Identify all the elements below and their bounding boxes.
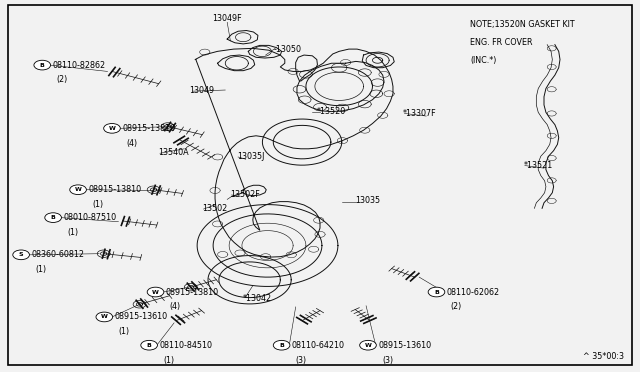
Text: 13502: 13502 [202, 204, 227, 213]
Circle shape [360, 340, 376, 350]
Text: 08110-82862: 08110-82862 [52, 61, 106, 70]
Text: 08110-84510: 08110-84510 [159, 341, 212, 350]
Text: W: W [75, 187, 81, 192]
Text: (3): (3) [382, 356, 393, 365]
Text: W: W [365, 343, 371, 348]
Text: ^ 35*00:3: ^ 35*00:3 [583, 352, 624, 361]
Text: (3): (3) [296, 356, 307, 365]
Text: *13520: *13520 [317, 107, 346, 116]
Text: W: W [152, 289, 159, 295]
Text: (1): (1) [92, 200, 103, 209]
Circle shape [13, 250, 29, 260]
Text: B: B [434, 289, 439, 295]
Text: NOTE;13520N GASKET KIT: NOTE;13520N GASKET KIT [470, 20, 575, 29]
Text: *13521: *13521 [524, 161, 553, 170]
Text: ENG. FR COVER: ENG. FR COVER [470, 38, 533, 47]
Text: (4): (4) [170, 302, 180, 311]
Text: (2): (2) [56, 76, 68, 84]
Text: 13035: 13035 [355, 196, 380, 205]
Circle shape [104, 124, 120, 133]
Text: (2): (2) [451, 302, 462, 311]
Text: 08915-13810: 08915-13810 [166, 288, 219, 296]
Text: B: B [279, 343, 284, 348]
Text: B: B [51, 215, 56, 220]
Text: (1): (1) [67, 228, 78, 237]
Text: -13050: -13050 [274, 45, 302, 54]
Text: 13035J: 13035J [237, 152, 264, 161]
Text: *13042: *13042 [243, 294, 273, 303]
Circle shape [96, 312, 113, 322]
Text: 08010-87510: 08010-87510 [63, 213, 116, 222]
Circle shape [141, 340, 157, 350]
Text: 08915-13810: 08915-13810 [88, 185, 141, 194]
Text: (INC.*): (INC.*) [470, 56, 497, 65]
Text: 13540A: 13540A [158, 148, 189, 157]
Circle shape [147, 287, 164, 297]
Text: S: S [19, 252, 24, 257]
Text: (1): (1) [163, 356, 174, 365]
Text: 13049F: 13049F [212, 14, 242, 23]
Circle shape [273, 340, 290, 350]
Text: B: B [147, 343, 152, 348]
Circle shape [428, 287, 445, 297]
Text: 08915-13610: 08915-13610 [115, 312, 168, 321]
Text: 13049: 13049 [189, 86, 214, 94]
Text: W: W [109, 126, 115, 131]
Text: (4): (4) [126, 139, 137, 148]
Text: (1): (1) [36, 265, 47, 274]
Text: 08915-13810: 08915-13810 [122, 124, 175, 133]
Circle shape [45, 213, 61, 222]
Circle shape [34, 60, 51, 70]
Text: 08360-60812: 08360-60812 [32, 250, 85, 259]
Text: 13502F: 13502F [230, 190, 260, 199]
Circle shape [70, 185, 86, 195]
Text: 08110-64210: 08110-64210 [292, 341, 345, 350]
Text: (1): (1) [118, 327, 129, 336]
Text: 08915-13610: 08915-13610 [378, 341, 431, 350]
Text: B: B [40, 62, 45, 68]
Text: 08110-62062: 08110-62062 [447, 288, 500, 296]
Text: W: W [101, 314, 108, 320]
Text: *13307F: *13307F [403, 109, 437, 118]
